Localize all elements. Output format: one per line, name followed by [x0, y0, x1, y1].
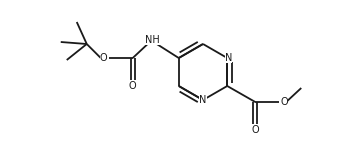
Text: O: O: [129, 81, 137, 91]
Text: NH: NH: [145, 35, 160, 45]
Text: O: O: [100, 53, 108, 63]
Text: N: N: [199, 95, 207, 105]
Text: N: N: [224, 53, 232, 63]
Text: O: O: [280, 97, 288, 107]
Text: O: O: [251, 125, 259, 135]
